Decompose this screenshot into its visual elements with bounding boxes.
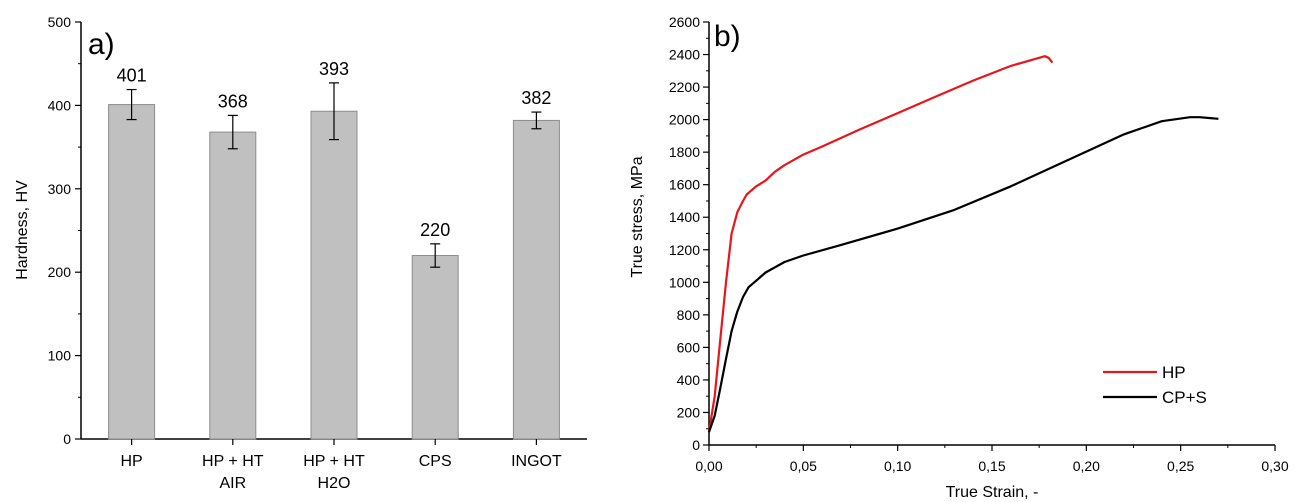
panel-a-bar [209,131,257,440]
panel-a-category-label: INGOT [511,453,562,470]
panel-b-x-tick-label: 0,20 [1073,458,1100,474]
panel-a-y-tick-label: 500 [48,14,72,30]
panel-a-bar [512,119,560,440]
panel-b-y-tick-label: 2600 [669,14,700,30]
panel-b-series-line-hp [707,55,1054,433]
panel-b-x-tick-label: 0,15 [978,458,1005,474]
panel-a-category-label: AIR [219,475,246,492]
panel-b-y-tick-label: 1600 [669,177,700,193]
panel-b-y-tick-label: 400 [677,372,701,388]
panel-b-x-tick-label: 0,25 [1167,458,1194,474]
panel-b-x-tick-label: 0,05 [790,458,817,474]
panel-a-y-tick-label: 100 [48,348,72,364]
panel-b-y-tick-label: 1000 [669,274,700,290]
panel-b-legend-label: CP+S [1162,388,1207,407]
panel-a-data-label: 401 [117,66,147,86]
panel-b-y-tick-label: 0 [692,437,700,453]
panel-b-stress-strain-chart: 0 200 400 600 800 1000 1200 1400 1600 1800 2000 220… [629,14,1289,501]
panel-b-x-tick-label: 0,30 [1261,458,1288,474]
panel-a-y-axis-title: Hardness, HV [14,180,31,280]
panel-b-y-tick-label: 2400 [669,47,700,63]
panel-b-y-tick-label: 2200 [669,79,700,95]
panel-a-category-label: HP + HT [303,453,365,470]
panel-a-y-tick-label: 400 [48,97,72,113]
panel-b-y-tick-label: 600 [677,339,701,355]
panel-a-data-label: 220 [420,220,450,240]
panel-b-x-tick-label: 0,10 [884,458,911,474]
panel-a-label: a) [88,28,115,61]
panel-b-y-tick-label: 1200 [669,242,700,258]
panel-a-category-label: HP + HT [202,453,264,470]
panel-a-category-label: H2O [318,475,351,492]
panel-a-category-label: HP [120,453,142,470]
panel-a-y-tick-label: 200 [48,264,72,280]
panel-b-y-tick-label: 1800 [669,144,700,160]
panel-a-bar [108,104,156,440]
panel-a-bar [411,255,459,440]
panel-b-y-tick-label: 200 [677,404,701,420]
panel-b-legend: HP CP+S [1103,363,1207,407]
panel-a-bar [310,110,358,440]
panel-b-x-axis-title: True Strain, - [946,484,1039,501]
panel-b-legend-label: HP [1162,363,1186,382]
panel-b-series-line-cp-s [707,116,1219,433]
panel-a-y-tick-label: 300 [48,181,72,197]
panel-a-data-label: 368 [218,91,248,111]
panel-b-y-tick-label: 800 [677,307,701,323]
panel-b-y-tick-label: 2000 [669,112,700,128]
panel-b-y-axis-title: True stress, MPa [629,156,646,277]
panel-b-y-tick-label: 1400 [669,209,700,225]
panel-b-x-tick-label: 0,00 [695,458,722,474]
panel-a-data-label: 393 [319,59,349,79]
panel-a-data-label: 382 [521,88,551,108]
panel-a-category-label: CPS [419,453,452,470]
panel-a-y-tick-label: 0 [63,431,71,447]
panel-a-hardness-bar-chart: 0 100 200 300 400 500 401 HP 368 HP + HT AIR 393 HP… [14,14,587,492]
panel-b-label: b) [714,20,741,53]
